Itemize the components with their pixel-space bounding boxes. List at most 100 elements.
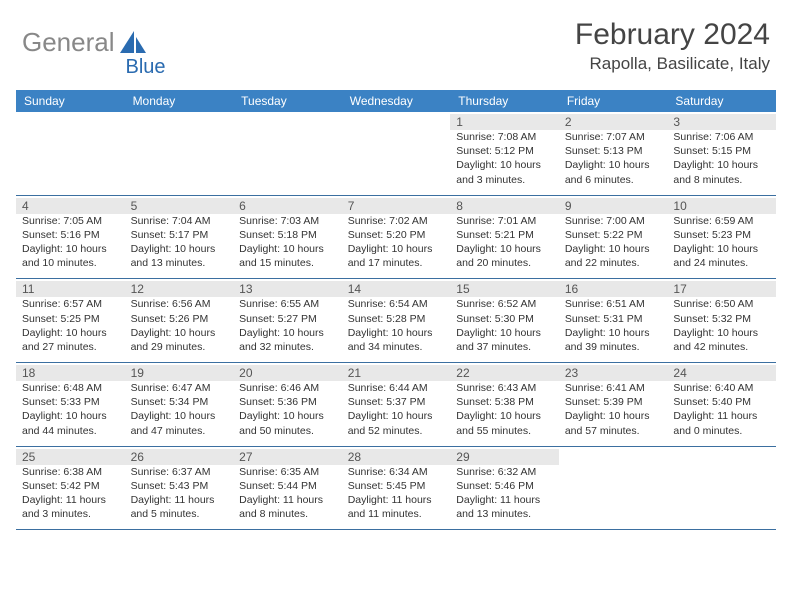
day-number: 28 bbox=[342, 449, 451, 465]
daylight2-line: and 39 minutes. bbox=[565, 340, 662, 354]
day-header: Sunday bbox=[16, 90, 125, 112]
daylight2-line: and 29 minutes. bbox=[131, 340, 228, 354]
daylight1-line: Daylight: 10 hours bbox=[131, 326, 228, 340]
day-cell bbox=[667, 447, 776, 530]
day-header: Thursday bbox=[450, 90, 559, 112]
day-cell: 5Sunrise: 7:04 AMSunset: 5:17 PMDaylight… bbox=[125, 196, 234, 279]
day-number: 18 bbox=[16, 365, 125, 381]
daylight1-line: Daylight: 10 hours bbox=[565, 326, 662, 340]
day-cell: 4Sunrise: 7:05 AMSunset: 5:16 PMDaylight… bbox=[16, 196, 125, 279]
sunset-line: Sunset: 5:30 PM bbox=[456, 312, 553, 326]
sunrise-line: Sunrise: 6:52 AM bbox=[456, 297, 553, 311]
day-number: 19 bbox=[125, 365, 234, 381]
day-cell: 11Sunrise: 6:57 AMSunset: 5:25 PMDayligh… bbox=[16, 279, 125, 362]
day-number: 2 bbox=[559, 114, 668, 130]
day-number: 7 bbox=[342, 198, 451, 214]
sunset-line: Sunset: 5:34 PM bbox=[131, 395, 228, 409]
daylight2-line: and 3 minutes. bbox=[22, 507, 119, 521]
sunrise-line: Sunrise: 6:55 AM bbox=[239, 297, 336, 311]
sunset-line: Sunset: 5:21 PM bbox=[456, 228, 553, 242]
daylight1-line: Daylight: 10 hours bbox=[348, 326, 445, 340]
daylight2-line: and 47 minutes. bbox=[131, 424, 228, 438]
daylight2-line: and 34 minutes. bbox=[348, 340, 445, 354]
sunrise-line: Sunrise: 6:48 AM bbox=[22, 381, 119, 395]
week-row: 11Sunrise: 6:57 AMSunset: 5:25 PMDayligh… bbox=[16, 279, 776, 363]
sunset-line: Sunset: 5:36 PM bbox=[239, 395, 336, 409]
daylight2-line: and 13 minutes. bbox=[456, 507, 553, 521]
day-cell: 10Sunrise: 6:59 AMSunset: 5:23 PMDayligh… bbox=[667, 196, 776, 279]
logo-sail-icon bbox=[120, 31, 146, 55]
day-cell: 25Sunrise: 6:38 AMSunset: 5:42 PMDayligh… bbox=[16, 447, 125, 530]
day-cell: 29Sunrise: 6:32 AMSunset: 5:46 PMDayligh… bbox=[450, 447, 559, 530]
daylight1-line: Daylight: 10 hours bbox=[673, 326, 770, 340]
daylight2-line: and 42 minutes. bbox=[673, 340, 770, 354]
sunrise-line: Sunrise: 6:44 AM bbox=[348, 381, 445, 395]
day-number: 3 bbox=[667, 114, 776, 130]
day-cell: 15Sunrise: 6:52 AMSunset: 5:30 PMDayligh… bbox=[450, 279, 559, 362]
day-cell: 1Sunrise: 7:08 AMSunset: 5:12 PMDaylight… bbox=[450, 112, 559, 195]
sunset-line: Sunset: 5:18 PM bbox=[239, 228, 336, 242]
day-number: 17 bbox=[667, 281, 776, 297]
day-header: Wednesday bbox=[342, 90, 451, 112]
day-number: 12 bbox=[125, 281, 234, 297]
weeks-container: 1Sunrise: 7:08 AMSunset: 5:12 PMDaylight… bbox=[16, 112, 776, 530]
sunset-line: Sunset: 5:39 PM bbox=[565, 395, 662, 409]
sunset-line: Sunset: 5:33 PM bbox=[22, 395, 119, 409]
sunset-line: Sunset: 5:45 PM bbox=[348, 479, 445, 493]
daylight2-line: and 8 minutes. bbox=[673, 173, 770, 187]
day-number: 25 bbox=[16, 449, 125, 465]
daylight1-line: Daylight: 11 hours bbox=[348, 493, 445, 507]
day-number: 20 bbox=[233, 365, 342, 381]
sunrise-line: Sunrise: 6:43 AM bbox=[456, 381, 553, 395]
daylight2-line: and 52 minutes. bbox=[348, 424, 445, 438]
day-cell: 8Sunrise: 7:01 AMSunset: 5:21 PMDaylight… bbox=[450, 196, 559, 279]
daylight2-line: and 10 minutes. bbox=[22, 256, 119, 270]
sunrise-line: Sunrise: 6:59 AM bbox=[673, 214, 770, 228]
day-cell: 28Sunrise: 6:34 AMSunset: 5:45 PMDayligh… bbox=[342, 447, 451, 530]
daylight1-line: Daylight: 10 hours bbox=[239, 242, 336, 256]
sunrise-line: Sunrise: 7:07 AM bbox=[565, 130, 662, 144]
daylight1-line: Daylight: 10 hours bbox=[456, 326, 553, 340]
sunrise-line: Sunrise: 7:02 AM bbox=[348, 214, 445, 228]
daylight2-line: and 11 minutes. bbox=[348, 507, 445, 521]
day-cell: 12Sunrise: 6:56 AMSunset: 5:26 PMDayligh… bbox=[125, 279, 234, 362]
day-cell: 27Sunrise: 6:35 AMSunset: 5:44 PMDayligh… bbox=[233, 447, 342, 530]
day-cell: 20Sunrise: 6:46 AMSunset: 5:36 PMDayligh… bbox=[233, 363, 342, 446]
daylight2-line: and 3 minutes. bbox=[456, 173, 553, 187]
daylight1-line: Daylight: 10 hours bbox=[673, 158, 770, 172]
sunset-line: Sunset: 5:22 PM bbox=[565, 228, 662, 242]
logo-text-blue: Blue bbox=[126, 56, 166, 79]
sunrise-line: Sunrise: 6:34 AM bbox=[348, 465, 445, 479]
sunset-line: Sunset: 5:16 PM bbox=[22, 228, 119, 242]
day-number: 8 bbox=[450, 198, 559, 214]
daylight2-line: and 44 minutes. bbox=[22, 424, 119, 438]
daylight1-line: Daylight: 10 hours bbox=[22, 242, 119, 256]
sunset-line: Sunset: 5:40 PM bbox=[673, 395, 770, 409]
week-row: 4Sunrise: 7:05 AMSunset: 5:16 PMDaylight… bbox=[16, 196, 776, 280]
sunset-line: Sunset: 5:26 PM bbox=[131, 312, 228, 326]
daylight1-line: Daylight: 10 hours bbox=[456, 409, 553, 423]
sunset-line: Sunset: 5:42 PM bbox=[22, 479, 119, 493]
daylight1-line: Daylight: 10 hours bbox=[348, 409, 445, 423]
day-number: 15 bbox=[450, 281, 559, 297]
day-number: 9 bbox=[559, 198, 668, 214]
sunrise-line: Sunrise: 7:03 AM bbox=[239, 214, 336, 228]
day-number: 24 bbox=[667, 365, 776, 381]
daylight2-line: and 0 minutes. bbox=[673, 424, 770, 438]
day-number: 6 bbox=[233, 198, 342, 214]
day-header-row: Sunday Monday Tuesday Wednesday Thursday… bbox=[16, 90, 776, 112]
day-number: 5 bbox=[125, 198, 234, 214]
day-cell: 9Sunrise: 7:00 AMSunset: 5:22 PMDaylight… bbox=[559, 196, 668, 279]
daylight1-line: Daylight: 10 hours bbox=[239, 409, 336, 423]
sunrise-line: Sunrise: 7:08 AM bbox=[456, 130, 553, 144]
day-number: 21 bbox=[342, 365, 451, 381]
sunrise-line: Sunrise: 6:38 AM bbox=[22, 465, 119, 479]
daylight1-line: Daylight: 10 hours bbox=[131, 242, 228, 256]
day-cell: 3Sunrise: 7:06 AMSunset: 5:15 PMDaylight… bbox=[667, 112, 776, 195]
daylight1-line: Daylight: 11 hours bbox=[22, 493, 119, 507]
month-title: February 2024 bbox=[575, 18, 770, 52]
daylight2-line: and 15 minutes. bbox=[239, 256, 336, 270]
daylight2-line: and 8 minutes. bbox=[239, 507, 336, 521]
logo: General Blue bbox=[22, 18, 166, 67]
daylight2-line: and 6 minutes. bbox=[565, 173, 662, 187]
